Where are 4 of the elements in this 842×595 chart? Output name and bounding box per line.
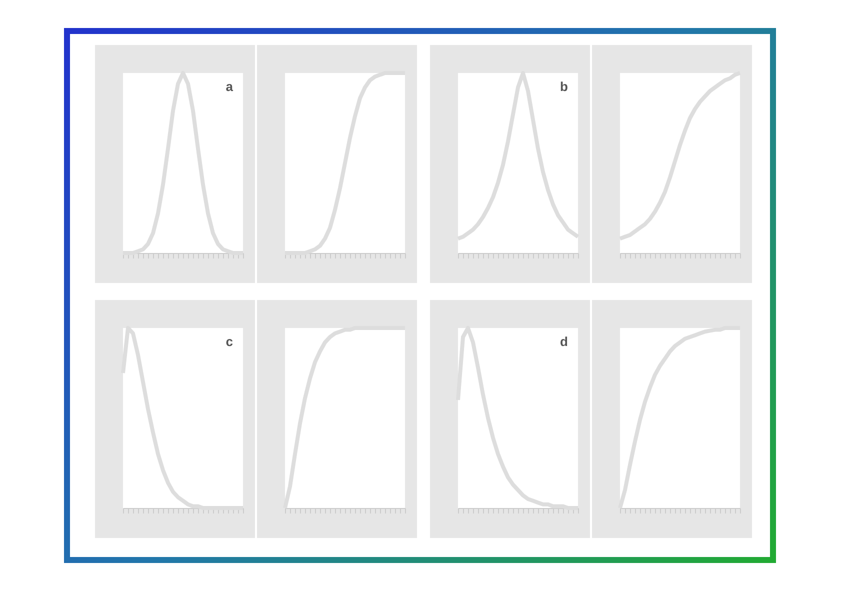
- annotation: a: [226, 79, 234, 94]
- annotation: d: [560, 334, 568, 349]
- annotation: c: [226, 334, 233, 349]
- annotation: b: [560, 79, 568, 94]
